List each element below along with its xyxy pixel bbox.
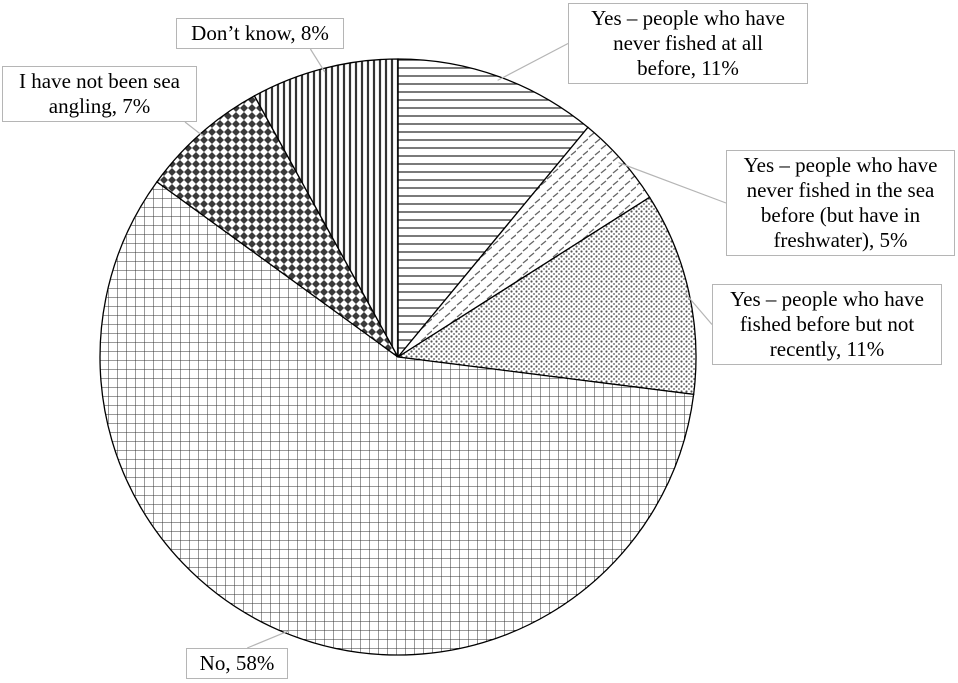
callout-no: No, 58% [186, 648, 288, 679]
callout-line: Yes – people who have [743, 153, 938, 177]
slice-never-fished-at-all [397, 58, 589, 359]
callout-line: Don’t know, 8% [191, 21, 329, 45]
callout-leaders [184, 42, 727, 649]
pie-slices [99, 58, 697, 656]
slice-not-sea-angling [156, 94, 399, 358]
callout-line: freshwater), 5% [773, 228, 908, 252]
callout-line: never fished in the sea [746, 178, 935, 202]
callout-line: Yes – people who have [730, 287, 924, 311]
slice-no [99, 180, 695, 656]
callout-never-fished-in-sea: Yes – people who have never fished in th… [726, 150, 955, 256]
callout-line: Yes – people who have [591, 6, 785, 30]
callout-fished-not-recently: Yes – people who have fished before but … [712, 284, 942, 365]
callout-line: fished before but not [739, 312, 915, 336]
slice-dont-know [253, 58, 399, 358]
callout-line: angling, 7% [48, 94, 151, 118]
callout-not-sea-angling: I have not been sea angling, 7% [2, 66, 197, 122]
leader-never-fished-in-sea [618, 162, 727, 204]
callout-line: I have not been sea [19, 69, 180, 93]
callout-line: recently, 11% [769, 337, 885, 361]
callout-never-fished-at-all: Yes – people who have never fished at al… [568, 3, 808, 84]
callout-line: No, 58% [199, 651, 275, 675]
leader-no [246, 629, 291, 649]
callout-line: before (but have in [760, 203, 921, 227]
callout-dont-know: Don’t know, 8% [176, 18, 344, 49]
leader-fished-not-recently [684, 292, 713, 325]
leader-not-sea-angling [184, 121, 204, 137]
callout-line: never fished at all [613, 31, 763, 55]
leader-never-fished-at-all [497, 42, 569, 81]
slice-fished-not-recently [396, 196, 697, 396]
leader-dont-know [309, 48, 326, 73]
callout-line: before, 11% [637, 56, 739, 80]
